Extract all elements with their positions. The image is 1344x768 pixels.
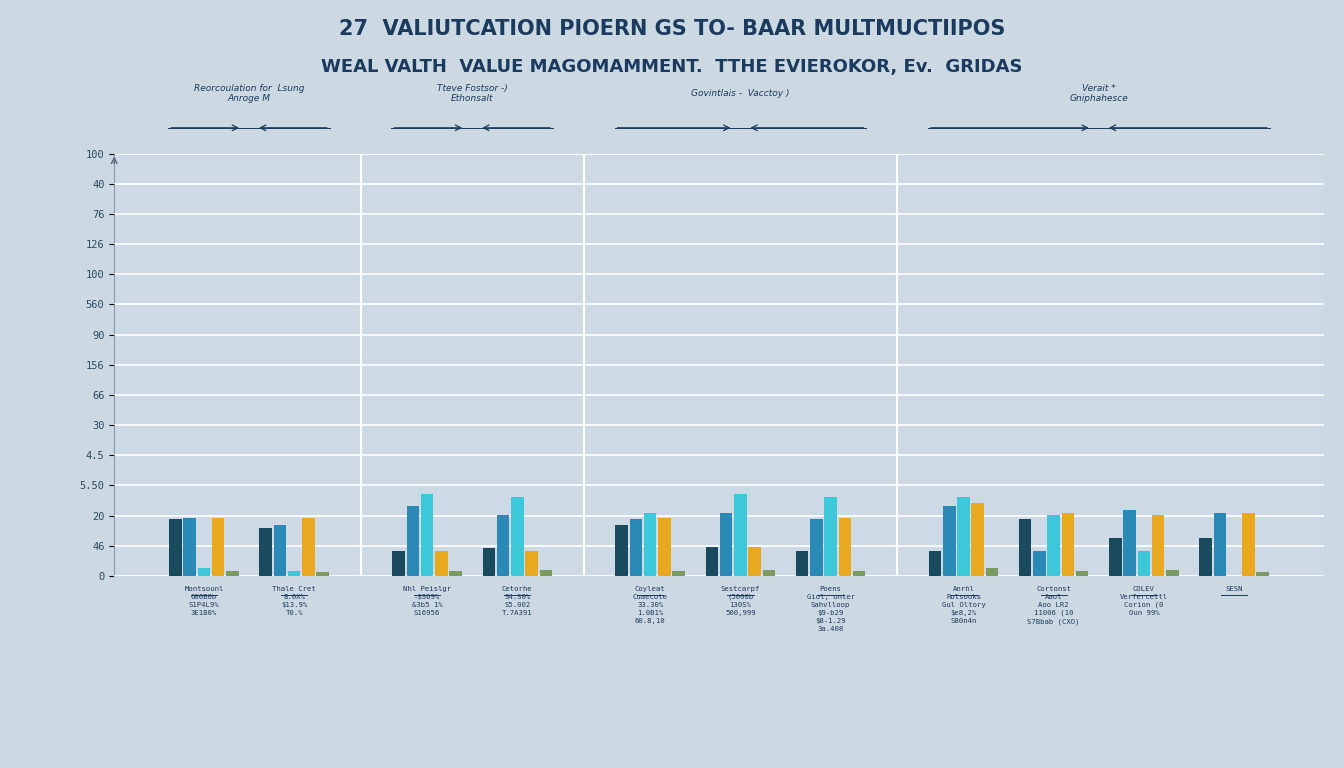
Bar	[1214, 513, 1226, 576]
Bar	[1077, 571, 1089, 576]
Text: Anrhl
Rolsooks
Gul Oltory
$e8,2%
S80n4n: Anrhl Rolsooks Gul Oltory $e8,2% S80n4n	[942, 586, 985, 624]
Bar	[659, 518, 671, 576]
Text: Montsounl
600B0b
S1P4L9%
3E1B0%: Montsounl 600B0b S1P4L9% 3E1B0%	[184, 586, 223, 616]
Bar	[511, 498, 524, 576]
Text: WEAL VALTH  VALUE MAGOMAMMENT.  TTHE EVIEROKOR, Ev.  GRIDAS: WEAL VALTH VALUE MAGOMAMMENT. TTHE EVIER…	[321, 58, 1023, 75]
Bar	[644, 513, 656, 576]
Bar	[1062, 513, 1074, 576]
Bar	[184, 518, 196, 576]
Bar	[169, 519, 181, 576]
Bar	[796, 551, 808, 576]
Text: Cortonst
Aaol
Aoo LR2
11006 (10
S7Bbab (CXO): Cortonst Aaol Aoo LR2 11006 (10 S7Bbab (…	[1027, 586, 1081, 624]
Bar	[616, 525, 628, 576]
Bar	[539, 570, 552, 576]
Bar	[672, 571, 685, 576]
Bar	[226, 571, 239, 576]
Bar	[421, 494, 433, 576]
Bar	[1034, 551, 1046, 576]
Bar	[1152, 515, 1164, 576]
Bar	[720, 513, 732, 576]
Bar	[929, 551, 941, 576]
Bar	[1257, 572, 1269, 576]
Bar	[526, 551, 538, 576]
Bar	[762, 570, 775, 576]
Text: Govintlais -  Vacctoy ): Govintlais - Vacctoy )	[691, 89, 790, 98]
Bar	[1242, 513, 1254, 576]
Bar	[839, 518, 851, 576]
Text: Poens
Giol, onter
Sahvlloop
$9-b29
$8-1.29
3a.408: Poens Giol, onter Sahvlloop $9-b29 $8-1.…	[806, 586, 855, 631]
Bar	[482, 548, 495, 576]
Bar	[810, 519, 823, 576]
Text: 27  VALIUTCATION PIOERN GS TO- BAAR MULTMUCTIIPOS: 27 VALIUTCATION PIOERN GS TO- BAAR MULTM…	[339, 19, 1005, 39]
Bar	[392, 551, 405, 576]
Bar	[1047, 515, 1060, 576]
Bar	[449, 571, 462, 576]
Bar	[1124, 510, 1136, 576]
Text: Reorcoulation for  Lsung
Anroge M: Reorcoulation for Lsung Anroge M	[194, 84, 304, 104]
Bar	[824, 498, 837, 576]
Text: Thale Cret
8.0X%
$13.9%
T0.%: Thale Cret 8.0X% $13.9% T0.%	[273, 586, 316, 616]
Text: SESN: SESN	[1226, 586, 1243, 591]
Text: Verait *
Gniphahesce: Verait * Gniphahesce	[1070, 84, 1128, 104]
Text: COLEV
Verferceltl
Corion (0
Oun 99%: COLEV Verferceltl Corion (0 Oun 99%	[1120, 586, 1168, 616]
Bar	[407, 506, 419, 576]
Bar	[1019, 519, 1031, 576]
Text: Cetorhe
S4.S0%
S5.002
T.7A391: Cetorhe S4.S0% S5.002 T.7A391	[501, 586, 532, 616]
Bar	[706, 547, 718, 576]
Text: Coyleat
Cuaecote
33.30%
1.0B1%
60.8,10: Coyleat Cuaecote 33.30% 1.0B1% 60.8,10	[633, 586, 668, 624]
Bar	[302, 518, 314, 576]
Bar	[497, 515, 509, 576]
Text: Nhl Peislgr
-$S69%
&3b5 1%
S16956: Nhl Peislgr -$S69% &3b5 1% S16956	[403, 586, 452, 616]
Bar	[853, 571, 866, 576]
Bar	[972, 502, 984, 576]
Bar	[1109, 538, 1122, 576]
Text: Tteve Fostsor -)
Ethonsalt: Tteve Fostsor -) Ethonsalt	[437, 84, 508, 104]
Bar	[435, 551, 448, 576]
Bar	[1137, 551, 1150, 576]
Bar	[259, 528, 271, 576]
Bar	[943, 506, 956, 576]
Bar	[957, 498, 970, 576]
Text: Sestcarpf
(5000b
130S%
500,999: Sestcarpf (5000b 130S% 500,999	[720, 586, 761, 616]
Bar	[316, 572, 329, 576]
Bar	[734, 494, 747, 576]
Bar	[212, 518, 224, 576]
Bar	[274, 525, 286, 576]
Bar	[288, 571, 301, 576]
Bar	[198, 568, 210, 576]
Bar	[749, 547, 761, 576]
Bar	[630, 519, 642, 576]
Bar	[1167, 570, 1179, 576]
Bar	[985, 568, 999, 576]
Bar	[1199, 538, 1212, 576]
